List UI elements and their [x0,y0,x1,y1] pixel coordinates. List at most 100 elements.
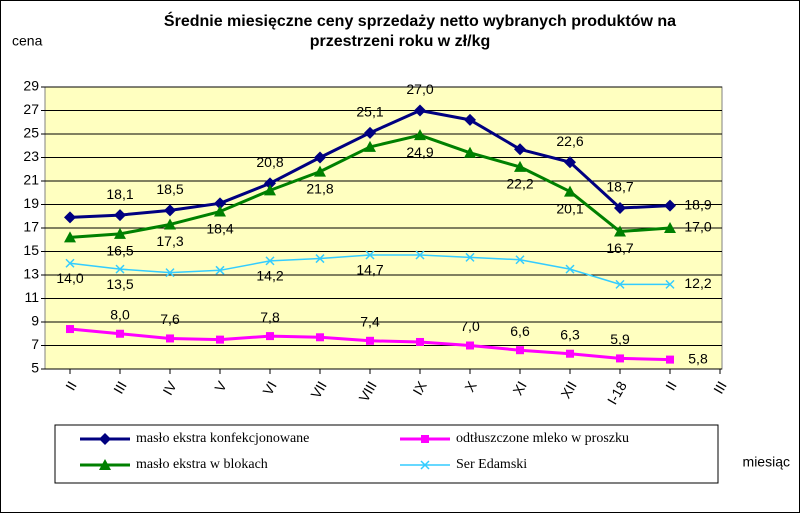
data-label: 6,6 [510,323,530,339]
marker [565,264,575,274]
data-label: 6,3 [560,326,580,342]
data-label: 14,2 [256,268,283,284]
legend-label: masło ekstra w blokach [136,457,268,472]
marker [366,336,374,345]
y-tick-label: 5 [31,360,39,376]
marker [615,279,625,289]
data-label: 18,4 [206,220,233,236]
marker [515,255,525,265]
marker [664,199,676,212]
marker [266,332,274,341]
marker [665,279,675,289]
data-label: 18,5 [156,181,183,197]
marker [364,140,376,152]
marker [414,104,426,117]
marker [514,143,526,156]
data-label: 18,1 [106,186,133,202]
marker [265,256,275,266]
data-label: 5,8 [688,350,708,366]
y-tick-label: 9 [31,313,39,329]
data-label: 18,9 [684,196,711,212]
data-label: 14,0 [56,270,83,286]
y-tick-label: 7 [31,336,39,352]
marker [420,460,430,470]
x-axis-label: miesiąc [743,454,790,470]
marker [65,258,75,268]
data-label: 20,8 [256,154,283,170]
data-label: 14,7 [356,262,383,278]
y-tick-label: 19 [23,195,39,211]
chart-title: przestrzeni roku w zł/kg [310,33,490,50]
legend [54,424,719,484]
marker [666,355,674,364]
marker [264,184,276,196]
y-tick-label: 21 [23,172,39,188]
marker [116,329,124,338]
marker [464,113,476,126]
marker [614,202,626,215]
marker [164,204,176,217]
marker [115,264,125,274]
marker [516,346,524,355]
legend-label: odtłuszczone mleko w proszku [456,431,629,446]
y-tick-label: 11 [24,289,39,305]
data-label: 16,7 [606,240,633,256]
marker [564,156,576,169]
y-tick-label: 25 [23,125,39,141]
data-label: 5,9 [610,331,630,347]
marker [66,325,74,334]
y-tick-label: 15 [23,242,39,258]
marker [414,129,426,141]
marker [365,250,375,260]
marker [166,334,174,343]
marker [465,252,475,262]
marker [64,231,76,243]
marker [216,335,224,344]
y-tick-label: 29 [23,78,39,94]
data-label: 7,4 [360,314,380,330]
marker [566,349,574,358]
legend-label: Ser Edamski [456,457,527,472]
marker [514,160,526,172]
legend-label: masło ekstra konfekcjonowane [136,431,309,446]
marker [421,435,429,443]
marker [114,209,126,222]
marker [415,250,425,260]
marker [564,185,576,197]
data-label: 13,5 [106,276,133,292]
data-label: 7,6 [160,311,180,327]
marker [64,211,76,224]
y-tick-label: 23 [23,148,39,164]
marker [466,341,474,350]
data-label: 7,8 [260,309,280,325]
marker [314,165,326,177]
chart-title: Średnie miesięczne ceny sprzedaży netto … [164,11,676,30]
data-label: 16,5 [106,243,133,259]
marker [464,146,476,158]
marker [114,227,126,239]
y-tick-label: 27 [23,101,39,117]
data-label: 22,2 [506,176,533,192]
data-label: 22,6 [556,133,583,149]
marker [164,218,176,230]
data-label: 12,2 [684,275,711,291]
marker [314,151,326,164]
marker [214,197,226,210]
marker [165,268,175,278]
marker [614,225,626,237]
data-label: 18,7 [606,179,633,195]
marker [364,126,376,139]
marker [315,254,325,264]
data-label: 21,8 [306,180,333,196]
data-label: 24,9 [406,144,433,160]
x-tick-label: VII [307,378,329,401]
marker [214,205,226,217]
data-label: 17,0 [684,219,711,235]
y-axis-label: cena [12,33,43,49]
marker [416,337,424,346]
data-label: 25,1 [356,104,383,120]
marker [99,459,111,470]
marker [616,354,624,363]
marker [215,265,225,275]
